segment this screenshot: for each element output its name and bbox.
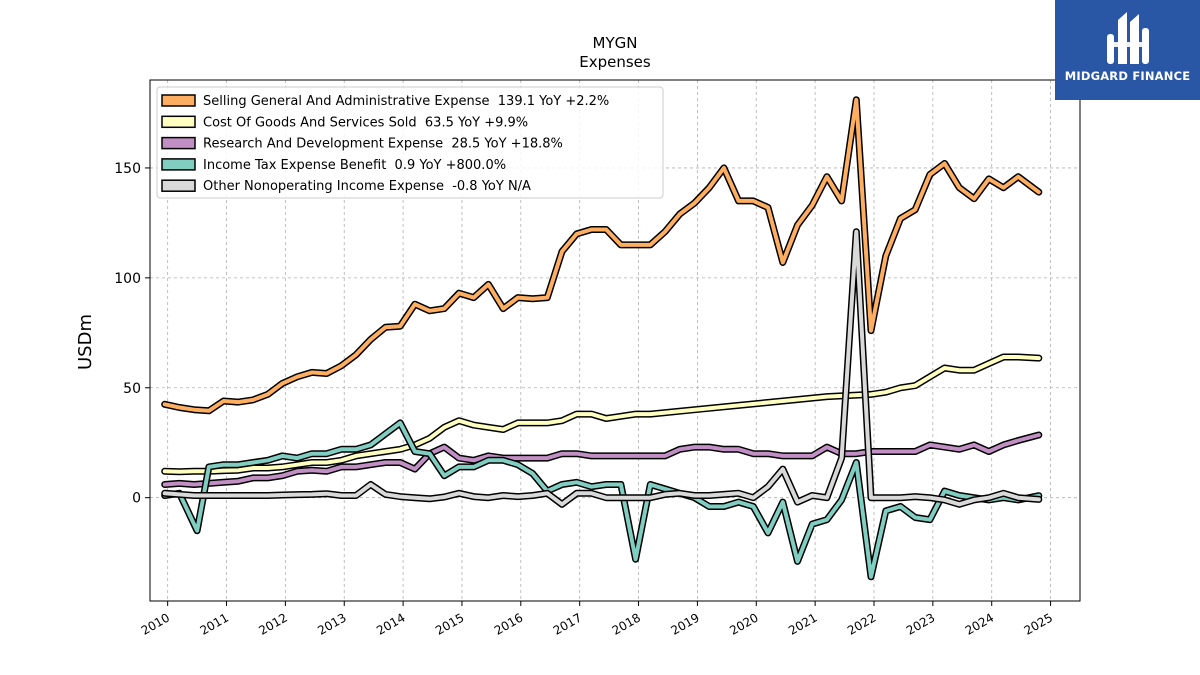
x-tick-label: 2018 [610,610,643,637]
chart-subtitle: Expenses [579,53,651,71]
series-line-3 [162,420,1041,579]
legend-box [156,86,664,199]
x-tick-label: 2023 [904,610,937,637]
legend-swatch [161,158,196,171]
logo-mark-icon [1107,12,1149,64]
legend-label: Cost Of Goods And Services Sold 63.5 YoY… [203,115,528,130]
x-tick-label: 2019 [668,610,701,637]
legend-swatch [161,136,196,150]
legend-label: Selling General And Administrative Expen… [203,94,609,109]
series-lines [161,96,1043,581]
legend-swatch [161,115,196,129]
y-tick-label: 0 [132,491,141,507]
x-tick-label: 2010 [139,610,172,637]
x-tick-label: 2012 [256,610,289,637]
x-tick-label: 2015 [433,610,466,637]
series-line-0 [162,97,1041,413]
x-tick-label: 2022 [845,610,878,637]
legend-swatch [161,94,196,107]
x-axis-ticks: 2010 2011 2012 2013 2014 2015 2016 2017 2018 2019… [139,601,1055,638]
series-line-2 [162,433,1041,487]
y-tick-label: 50 [123,381,141,397]
chart-title: MYGN [593,34,638,52]
series-line-1 [162,355,1041,474]
y-tick-label: 150 [114,161,141,177]
logo-text: MIDGARD FINANCE [1064,69,1191,83]
x-tick-label: 2016 [492,610,525,637]
x-tick-label: 2021 [786,610,819,637]
x-tick-label: 2017 [551,610,584,637]
midgard-finance-logo: MIDGARD FINANCE [1055,0,1200,100]
y-tick-label: 100 [114,271,141,287]
series-line-4 [162,229,1041,507]
plot-frame [149,79,1081,602]
legend-label: Research And Development Expense 28.5 Yo… [203,137,563,152]
x-tick-label: 2013 [315,610,348,637]
legend-label: Income Tax Expense Benefit 0.9 YoY +800.… [203,158,506,173]
legend: Selling General And Administrative Expen… [156,86,664,199]
x-tick-label: 2020 [727,610,760,637]
x-tick-label: 2025 [1022,610,1055,637]
y-axis-label: USDm [75,314,96,370]
x-tick-label: 2011 [198,610,231,637]
x-tick-label: 2024 [963,610,996,637]
legend-swatch [161,179,196,192]
y-axis-ticks: 0 50 100 150 [114,161,150,507]
legend-label: Other Nonoperating Income Expense -0.8 Y… [203,179,531,194]
x-tick-label: 2014 [374,610,407,637]
